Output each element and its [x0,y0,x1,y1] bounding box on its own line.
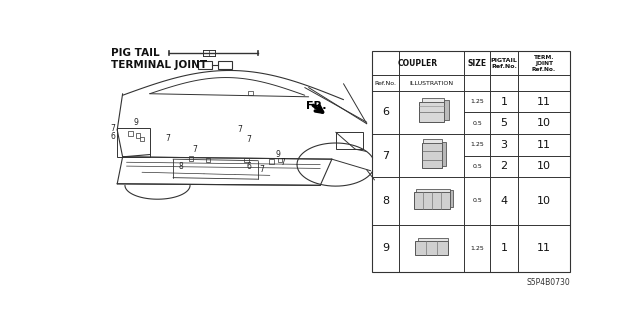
Text: 8: 8 [382,196,389,206]
Text: 1: 1 [500,97,508,107]
Text: 5: 5 [500,118,508,128]
Text: ILLUSTRATION: ILLUSTRATION [410,81,454,85]
Text: TERMINAL JOINT: TERMINAL JOINT [111,60,207,70]
Bar [136,133,140,137]
Text: 6: 6 [246,162,252,171]
Bar [189,156,193,161]
FancyBboxPatch shape [449,190,454,207]
Text: 10: 10 [537,118,551,128]
Text: 9: 9 [275,150,280,159]
Text: 7: 7 [165,134,170,143]
FancyBboxPatch shape [336,132,363,149]
FancyBboxPatch shape [418,238,448,241]
Text: 9: 9 [382,243,389,253]
Bar [128,131,132,136]
Bar [278,158,282,162]
Text: 1.25: 1.25 [470,99,484,104]
Text: FR.: FR. [305,101,326,111]
Text: 7: 7 [260,166,264,174]
FancyBboxPatch shape [442,142,445,166]
Text: 6: 6 [110,131,115,141]
Text: 3: 3 [500,140,508,150]
FancyBboxPatch shape [415,241,448,255]
Text: 11: 11 [537,140,551,150]
Text: 10: 10 [537,196,551,206]
Text: 7: 7 [237,125,242,134]
Text: 2: 2 [500,161,508,171]
Bar [248,91,253,95]
Text: 7: 7 [110,124,115,133]
Text: 10: 10 [537,161,551,171]
Text: PIGTAIL
Ref.No.: PIGTAIL Ref.No. [491,58,518,69]
Text: 0.5: 0.5 [472,198,483,203]
Bar [205,158,210,162]
Text: 1.25: 1.25 [470,246,484,251]
Bar [244,158,249,162]
Text: S5P4B0730: S5P4B0730 [526,278,570,287]
Bar [372,51,570,272]
Text: 9: 9 [133,118,138,127]
Text: 7: 7 [246,135,252,144]
Text: TERM.
JOINT
Ref.No.: TERM. JOINT Ref.No. [532,55,556,71]
Bar [117,128,150,157]
Text: 7: 7 [192,145,197,154]
Text: 1.25: 1.25 [470,142,484,147]
Bar [269,159,274,164]
Text: 0.5: 0.5 [472,121,483,126]
Text: 6: 6 [382,108,389,117]
Text: 7: 7 [280,158,285,167]
Text: 11: 11 [537,97,551,107]
Text: 4: 4 [500,196,508,206]
Text: 0.5: 0.5 [472,164,483,169]
Text: 8: 8 [179,162,183,171]
Text: 7: 7 [382,151,389,160]
Text: PIG TAIL: PIG TAIL [111,48,159,58]
FancyBboxPatch shape [422,98,444,102]
Bar [140,137,145,141]
FancyBboxPatch shape [444,100,449,120]
FancyBboxPatch shape [423,139,442,143]
Bar [218,61,232,69]
FancyBboxPatch shape [419,102,444,122]
Text: Ref.No.: Ref.No. [374,81,396,85]
FancyBboxPatch shape [416,189,449,192]
Text: COUPLER: COUPLER [398,59,438,68]
FancyBboxPatch shape [414,192,449,209]
FancyBboxPatch shape [422,143,442,168]
Text: SIZE: SIZE [468,59,487,68]
Text: 1: 1 [500,243,508,253]
Text: 11: 11 [537,243,551,253]
Bar [198,61,212,69]
